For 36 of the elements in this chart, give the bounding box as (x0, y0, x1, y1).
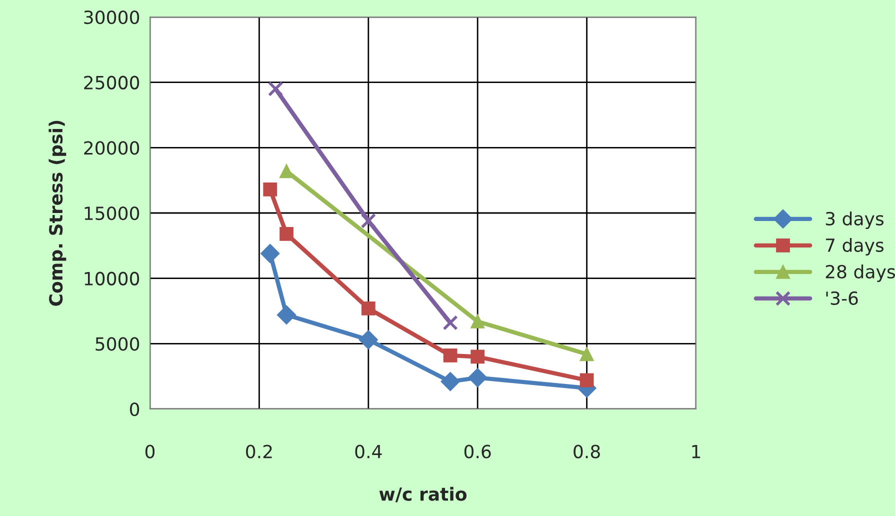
point (360, 213, 376, 228)
x-tick-label: 0.6 (464, 444, 491, 458)
point (442, 315, 458, 330)
y-tick-label: 25000 (84, 76, 140, 90)
point (358, 330, 378, 350)
x-axis-title: w/c ratio (379, 486, 467, 502)
y-tick-label: 5000 (96, 337, 140, 351)
x-tick-label: 0.4 (355, 444, 382, 458)
point (470, 350, 485, 364)
y-tick-label: 10000 (84, 272, 140, 286)
point (260, 244, 280, 264)
legend-label: 3 days (826, 212, 884, 230)
y-tick-label: 30000 (84, 10, 140, 24)
y-tick-label: 0 (130, 402, 140, 416)
point (280, 226, 294, 241)
point (443, 348, 458, 362)
point (276, 305, 296, 324)
point (268, 81, 284, 97)
point (263, 182, 278, 196)
point (470, 314, 485, 328)
y-axis-title: Comp. Stress (psi) (48, 120, 66, 306)
legend-label: 28 days (826, 264, 895, 282)
point (580, 373, 594, 388)
legend-label: 7 days (826, 238, 884, 256)
x-tick-label: 0.8 (574, 444, 600, 458)
point (580, 347, 594, 362)
point (280, 164, 294, 178)
point (468, 368, 488, 388)
legend-label: '3-6 (826, 291, 858, 306)
y-tick-label: 15000 (84, 206, 140, 220)
x-tick-label: 0 (145, 444, 155, 458)
x-tick-label: 1 (692, 444, 700, 458)
point (440, 372, 460, 392)
y-tick-label: 20000 (84, 141, 140, 155)
x-tick-label: 0.2 (246, 444, 272, 458)
point (361, 301, 376, 316)
